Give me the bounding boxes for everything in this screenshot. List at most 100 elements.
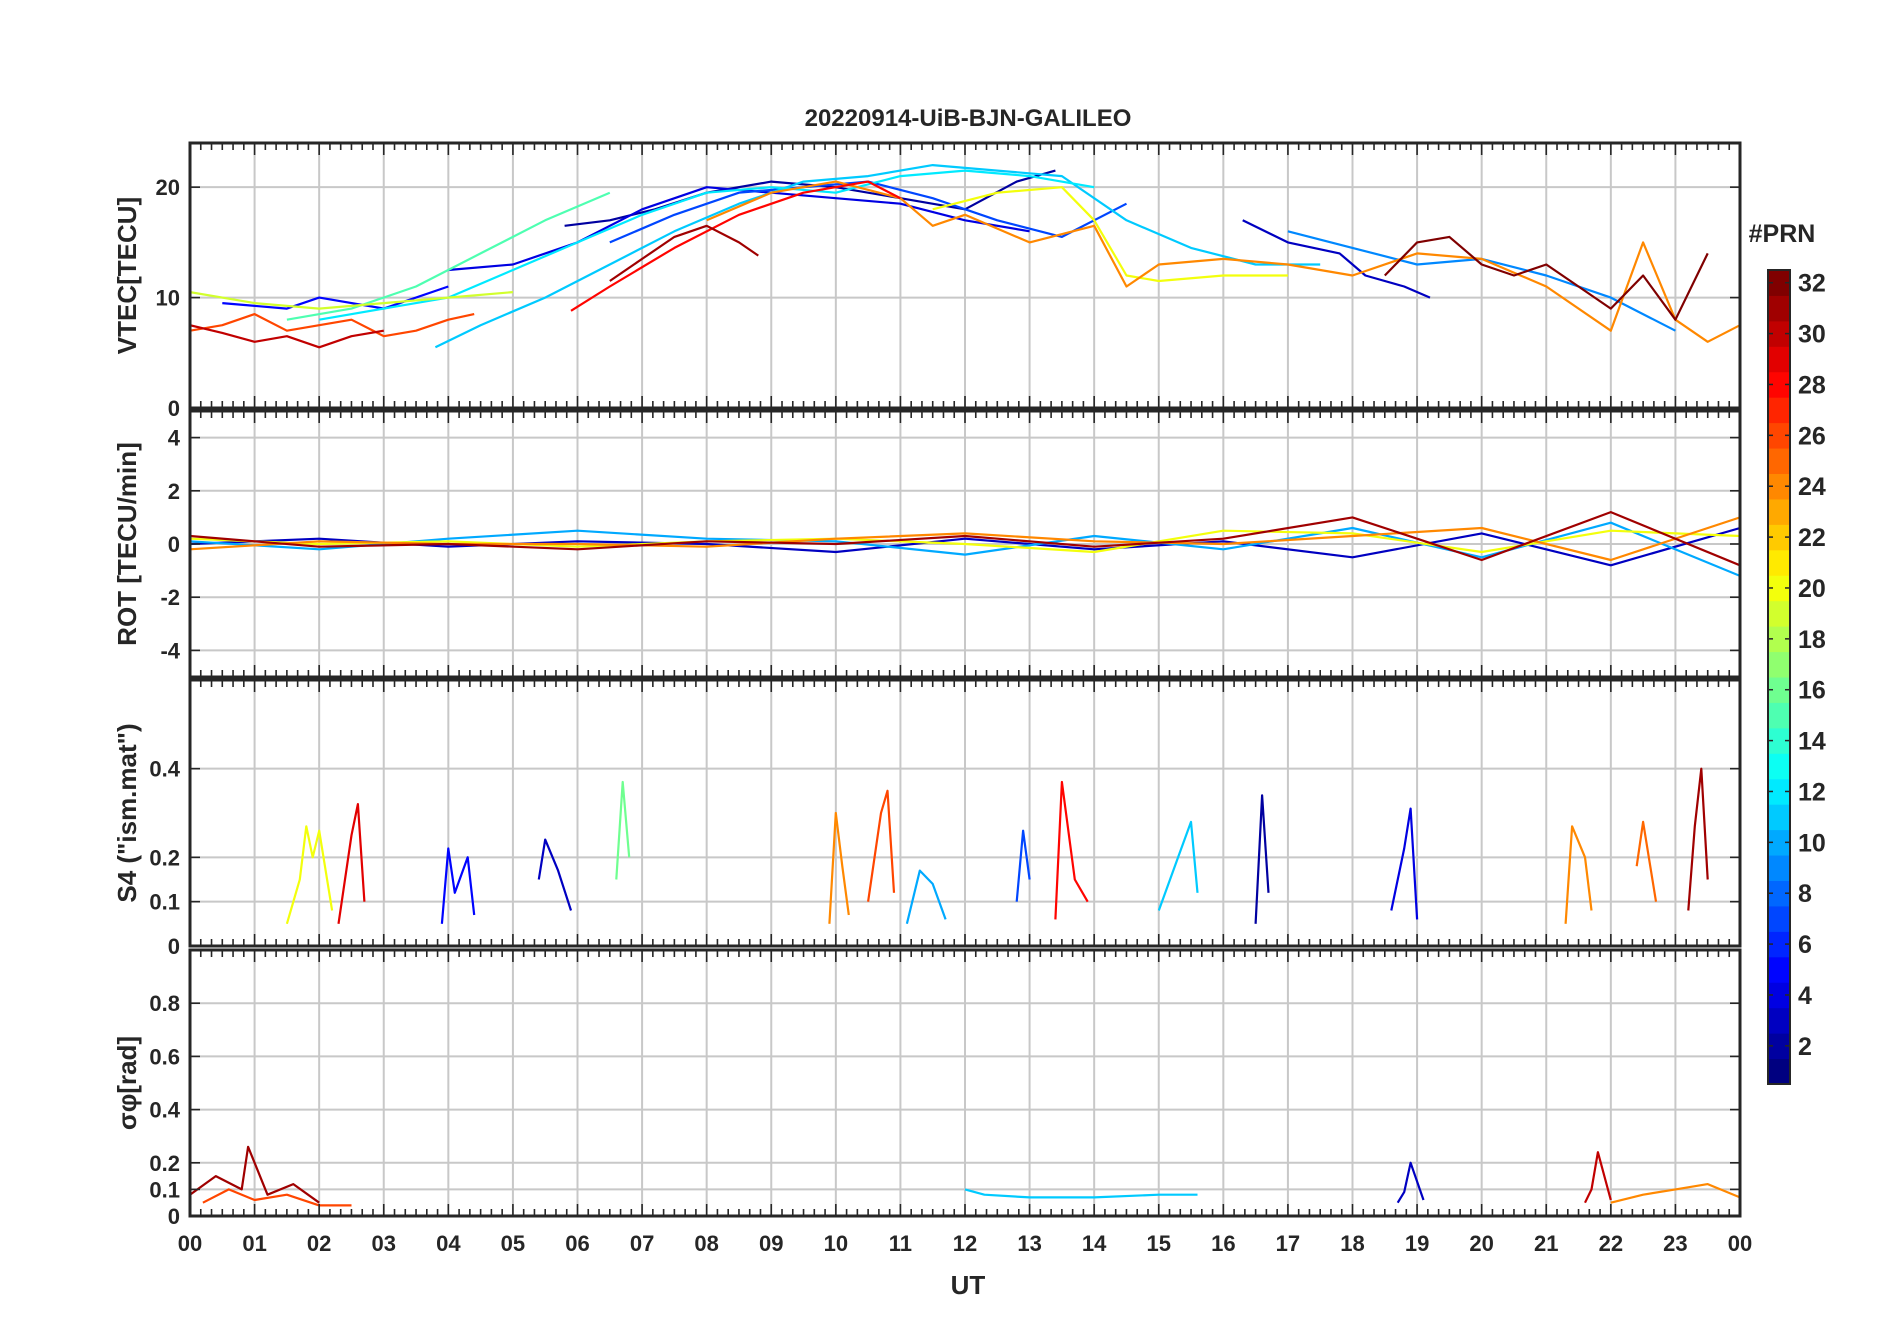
- series-group: [190, 1145, 1740, 1207]
- colorbar-segment: [1768, 1033, 1790, 1060]
- y-tick-label: 0.1: [149, 1177, 180, 1202]
- colorbar-segment: [1768, 855, 1790, 881]
- y-tick-label: 0: [168, 532, 180, 557]
- y-tick-label: 0: [168, 934, 180, 959]
- y-axis-label-vtec: VTEC[TECU]: [112, 197, 142, 354]
- colorbar-segment: [1768, 295, 1790, 322]
- colorbar-tick-label: 32: [1798, 270, 1826, 298]
- y-tick-label: 0: [168, 1204, 180, 1229]
- colorbar-tick-label: 8: [1798, 880, 1812, 908]
- axes-frame: [188, 948, 1742, 1218]
- x-tick-label: 05: [501, 1231, 525, 1256]
- series-line-prn-11: [964, 1188, 1198, 1199]
- series-line-prn-3: [1242, 219, 1431, 299]
- panel-s4: 0 0.1 0.2 0.4 S4 ("ism.mat"): [112, 678, 1742, 959]
- x-tick-label: 23: [1663, 1231, 1687, 1256]
- x-axis-label: UT: [951, 1270, 986, 1300]
- x-tick-label: 03: [372, 1231, 396, 1256]
- axes-frame: [188, 409, 1742, 679]
- y-tick-label: -2: [160, 585, 180, 610]
- series-group: [190, 164, 1740, 349]
- panel-rot: -4 -2 0 2 4 ROT [TECU/min]: [112, 409, 1742, 679]
- series-line-prn-32: [1384, 235, 1709, 321]
- colorbar-tick-label: 6: [1798, 931, 1812, 959]
- colorbar-tick-label: 2: [1798, 1033, 1812, 1061]
- colorbar-segment: [1768, 727, 1790, 754]
- colorbar-tick-label: 20: [1798, 575, 1826, 603]
- series-line-prn-20: [285, 825, 334, 925]
- series-line-prn-30: [190, 324, 384, 349]
- series-line-prn-16: [615, 780, 631, 880]
- colorbar-segment: [1768, 753, 1790, 780]
- y-tick-label: 0.2: [149, 1151, 180, 1176]
- colorbar-tick-label: 14: [1798, 728, 1826, 756]
- colorbar-tick-label: 18: [1798, 626, 1826, 654]
- colorbar-segment: [1768, 905, 1790, 932]
- y-tick-label: 0.4: [149, 757, 180, 782]
- colorbar-tick-label: 28: [1798, 371, 1826, 399]
- colorbar-segment: [1768, 1058, 1790, 1085]
- colorbar-tick-label: 16: [1798, 677, 1826, 705]
- y-tick-label: 20: [156, 175, 180, 200]
- series-line-prn-24: [828, 811, 850, 924]
- series-line-prn-7: [1015, 829, 1031, 902]
- series-line-prn-26: [867, 789, 896, 902]
- series-line-prn-31: [190, 510, 1740, 567]
- series-line-prn-2: [1254, 794, 1270, 924]
- axes-frame: [188, 141, 1742, 410]
- x-tick-label: 16: [1211, 1231, 1235, 1256]
- colorbar-tick-label: 24: [1798, 473, 1826, 501]
- y-tick-label: 0.1: [149, 890, 180, 915]
- colorbar-segment: [1768, 600, 1790, 627]
- colorbar-segment: [1768, 677, 1790, 703]
- x-tick-label: 21: [1534, 1231, 1558, 1256]
- y-axis-label-s4: S4 ("ism.mat"): [112, 723, 142, 902]
- panel-vtec: 0 10 20 VTEC[TECU]: [112, 141, 1742, 421]
- series-group: [190, 510, 1740, 577]
- series-line-prn-4: [1390, 807, 1419, 920]
- x-tick-label: 13: [1017, 1231, 1041, 1256]
- colorbar-tick-label: 12: [1798, 778, 1826, 806]
- colorbar-segment: [1768, 371, 1790, 398]
- colorbar-segment: [1768, 702, 1790, 729]
- series-line-prn-30: [1584, 1151, 1612, 1204]
- x-tick-label: 17: [1276, 1231, 1300, 1256]
- colorbar-segment: [1768, 931, 1790, 958]
- y-axis-label-sigma: σφ[rad]: [112, 1036, 142, 1130]
- x-tick-label: 02: [307, 1231, 331, 1256]
- y-tick-label: 0.8: [149, 991, 180, 1016]
- series-line-prn-15: [286, 191, 611, 321]
- x-tick-label: 19: [1405, 1231, 1429, 1256]
- series-line-prn-11: [1157, 820, 1199, 911]
- series-line-prn-26: [202, 1188, 352, 1207]
- colorbar-segment: [1768, 651, 1790, 678]
- colorbar-segment: [1768, 397, 1790, 424]
- series-line-prn-25: [1635, 820, 1658, 902]
- colorbar-segment: [1768, 422, 1790, 449]
- colorbar-segment: [1768, 448, 1790, 474]
- colorbar-segment: [1768, 524, 1790, 551]
- x-tick-label: 01: [242, 1231, 266, 1256]
- series-line-prn-29: [337, 802, 366, 924]
- x-tick-label: 22: [1599, 1231, 1623, 1256]
- x-tick-label: 09: [759, 1231, 783, 1256]
- colorbar-segment: [1768, 473, 1790, 500]
- colorbar-segment: [1768, 549, 1790, 576]
- x-tick-label: 20: [1469, 1231, 1493, 1256]
- colorbar-segment: [1768, 270, 1790, 296]
- colorbar-segment: [1768, 956, 1790, 983]
- x-tick-labels: 00 01 02 03 04 05 06 07 08 09 10 11 12 13 14 15 16 17 18 19…: [178, 1231, 1752, 1256]
- colorbar-title: #PRN: [1749, 220, 1816, 248]
- series-line-prn-3: [1396, 1161, 1425, 1204]
- series-line-prn-24: [706, 180, 1740, 343]
- colorbar-tick-label: 30: [1798, 321, 1826, 349]
- panel-sigma: 00.10.2 0.4 0.6 0.8 σφ[rad]: [112, 948, 1742, 1229]
- x-tick-label: 12: [953, 1231, 977, 1256]
- series-line-prn-11: [434, 164, 1321, 349]
- x-tick-label: 18: [1340, 1231, 1364, 1256]
- colorbar-tick-label: 10: [1798, 829, 1826, 857]
- colorbar-segment: [1768, 804, 1790, 831]
- colorbar-segment: [1768, 778, 1790, 805]
